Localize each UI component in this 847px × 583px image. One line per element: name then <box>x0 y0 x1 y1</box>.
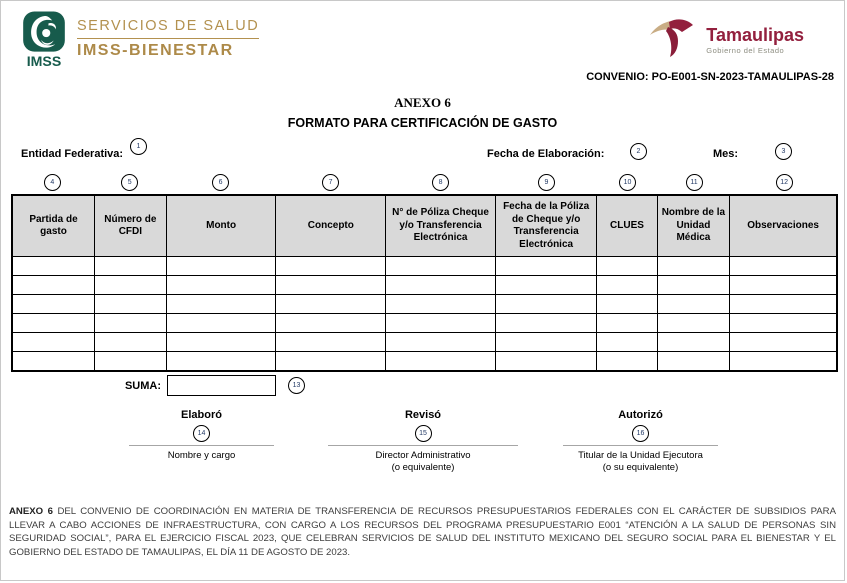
signature-elaboro: Elaboró 14 Nombre y cargo <box>129 409 274 462</box>
ref-circle-2: 2 <box>630 143 647 160</box>
imss-logo-icon: IMSS <box>21 10 67 73</box>
signature-section: Elaboró 14 Nombre y cargo Revisó 15 Dire… <box>1 409 844 483</box>
imss-bienestar-label: IMSS-BIENESTAR <box>77 42 234 59</box>
gold-divider <box>77 38 260 39</box>
ref-circle-10: 10 <box>618 174 636 191</box>
suma-total-box <box>167 375 276 396</box>
ref-circle-9: 9 <box>537 174 555 191</box>
gasto-table: Partida de gasto Número de CFDI Monto Co… <box>11 194 838 372</box>
imss-servicios-label: SERVICIOS DE SALUD <box>77 18 260 34</box>
col-unidad-medica: Nombre de la Unidad Médica <box>656 194 731 257</box>
col-observaciones: Observaciones <box>729 194 838 257</box>
table-row <box>11 256 838 276</box>
col-partida-gasto: Partida de gasto <box>11 194 95 257</box>
svg-text:IMSS: IMSS <box>27 53 61 68</box>
tamaulipas-name: Tamaulipas <box>706 25 804 46</box>
mes-label: Mes: <box>713 148 739 160</box>
autorizo-title: Autorizó <box>618 409 663 421</box>
ref-circle-8: 8 <box>432 174 450 191</box>
ref-circle-14: 14 <box>193 425 210 442</box>
ref-circle-7: 7 <box>322 174 340 191</box>
table-row <box>11 294 838 314</box>
elaboro-caption: Nombre y cargo <box>129 445 274 462</box>
footer-bold-prefix: ANEXO 6 <box>9 506 53 517</box>
imss-brand: IMSS SERVICIOS DE SALUD IMSS-BIENESTAR <box>21 10 260 73</box>
table-row <box>11 332 838 352</box>
col-poliza-cheque: N° de Póliza Cheque y/o Transferencia El… <box>385 194 496 257</box>
ref-circle-4: 4 <box>43 174 61 191</box>
table-row <box>11 313 838 333</box>
ref-circle-12: 12 <box>775 174 793 191</box>
table-body <box>11 256 838 372</box>
table-header-row: Partida de gasto Número de CFDI Monto Co… <box>11 194 838 257</box>
form-fields-row: Entidad Federativa: 1 Fecha de Elaboraci… <box>1 136 844 170</box>
suma-row: SUMA: 13 <box>1 373 844 401</box>
ref-circle-16: 16 <box>632 425 649 442</box>
ref-circle-1: 1 <box>130 138 147 155</box>
autorizo-caption: Titular de la Unidad Ejecutora (o su equ… <box>563 445 718 474</box>
footer-note: ANEXO 6 DEL CONVENIO DE COORDINACIÓN EN … <box>9 505 836 559</box>
ref-circle-13: 13 <box>288 377 305 394</box>
signature-autorizo: Autorizó 16 Titular de la Unidad Ejecuto… <box>563 409 718 474</box>
col-numero-cfdi: Número de CFDI <box>93 194 167 257</box>
suma-label: SUMA: <box>124 380 161 392</box>
table-row <box>11 275 838 295</box>
anexo-title: ANEXO 6 <box>394 95 451 110</box>
reviso-title: Revisó <box>404 409 442 421</box>
ref-circle-6: 6 <box>212 174 230 191</box>
table-row <box>11 351 838 372</box>
tamaulipas-wordmark: Tamaulipas Gobierno del Estado <box>706 26 804 55</box>
col-monto: Monto <box>165 194 277 257</box>
elaboro-title: Elaboró <box>181 409 222 421</box>
col-concepto: Concepto <box>275 194 387 257</box>
ref-circle-15: 15 <box>414 425 432 442</box>
entidad-federativa-label: Entidad Federativa: <box>21 148 124 160</box>
imss-wordmark: SERVICIOS DE SALUD IMSS-BIENESTAR <box>77 10 260 60</box>
reviso-caption: Director Administrativo (o equivalente) <box>328 445 518 474</box>
col-clues: CLUES <box>596 194 658 257</box>
fecha-elaboracion-label: Fecha de Elaboración: <box>487 148 605 160</box>
ref-circle-11: 11 <box>685 174 703 191</box>
tamaulipas-logo-icon <box>646 16 698 65</box>
tamaulipas-subtitle: Gobierno del Estado <box>706 46 785 55</box>
col-fecha-poliza: Fecha de la Póliza de Cheque y/o Transfe… <box>494 194 598 257</box>
footer-text: DEL CONVENIO DE COORDINACIÓN EN MATERIA … <box>9 506 836 558</box>
column-ref-row: 4 5 6 7 8 9 10 11 12 <box>11 174 838 191</box>
signature-reviso: Revisó 15 Director Administrativo (o equ… <box>328 409 518 474</box>
header: IMSS SERVICIOS DE SALUD IMSS-BIENESTAR T… <box>1 1 844 73</box>
ref-circle-3: 3 <box>775 143 792 160</box>
tamaulipas-brand: Tamaulipas Gobierno del Estado <box>646 10 804 65</box>
convenio-number: CONVENIO: PO-E001-SN-2023-TAMAULIPAS-28 <box>586 71 834 83</box>
ref-circle-5: 5 <box>121 174 139 191</box>
form-title: FORMATO PARA CERTIFICACIÓN DE GASTO <box>287 116 558 130</box>
